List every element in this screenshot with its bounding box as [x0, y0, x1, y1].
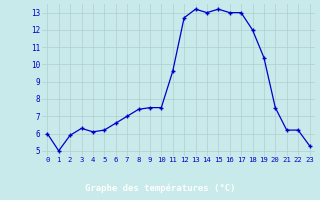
Text: Graphe des températures (°C): Graphe des températures (°C)	[85, 184, 235, 193]
